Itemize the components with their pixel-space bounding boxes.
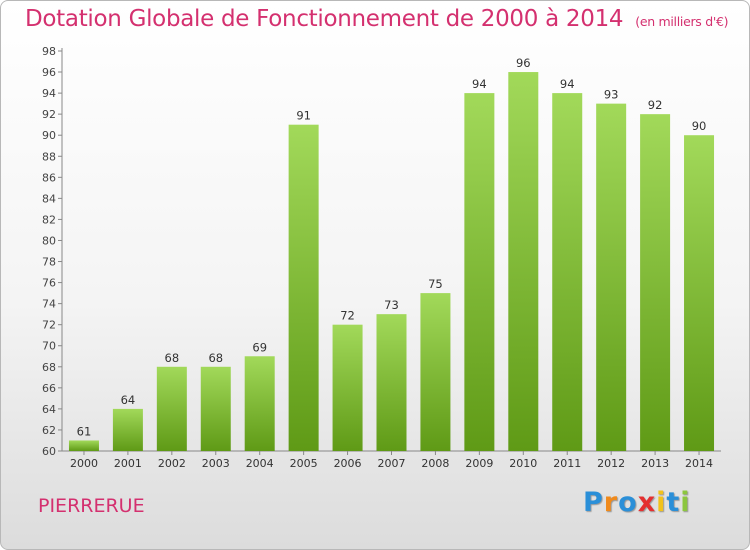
commune-name: PIERRERUE — [38, 495, 145, 517]
y-tick-label: 94 — [42, 87, 56, 100]
bar-value-label: 91 — [296, 109, 311, 123]
y-tick-label: 70 — [42, 340, 56, 353]
logo-letter: i — [680, 487, 691, 518]
y-tick-label: 60 — [42, 445, 56, 458]
x-tick-label: 2010 — [509, 457, 537, 470]
bar — [508, 72, 539, 451]
y-tick-label: 78 — [42, 256, 56, 269]
bar-value-label: 72 — [340, 309, 355, 323]
y-tick-label: 64 — [42, 403, 56, 416]
x-tick-label: 2007 — [378, 457, 406, 470]
bar — [464, 93, 495, 452]
y-tick-label: 88 — [42, 150, 56, 163]
bar — [244, 356, 275, 451]
logo-letter: r — [603, 487, 619, 518]
chart-bars: 61 64 68 68 69 91 72 73 75 94 96 94 93 92 90 — [68, 56, 715, 452]
x-tick-label: 2012 — [597, 457, 625, 470]
y-tick-label: 96 — [42, 66, 56, 79]
logo-letter: t — [666, 487, 681, 518]
x-tick-label: 2005 — [290, 457, 318, 470]
bar-value-label: 90 — [692, 119, 707, 133]
bar-value-label: 69 — [252, 340, 267, 354]
bar-value-label: 94 — [560, 77, 575, 91]
bar — [376, 314, 407, 451]
x-tick-label: 2011 — [553, 457, 581, 470]
x-tick-label: 2013 — [641, 457, 669, 470]
y-tick-label: 82 — [42, 213, 56, 226]
bar-value-label: 92 — [648, 98, 663, 112]
x-tick-label: 2003 — [202, 457, 230, 470]
y-tick-label: 72 — [42, 319, 56, 332]
bar — [420, 293, 451, 451]
bar-value-label: 73 — [384, 298, 399, 312]
y-tick-label: 68 — [42, 361, 56, 374]
bar-value-label: 96 — [516, 56, 531, 70]
bar — [332, 324, 363, 451]
y-tick-label: 92 — [42, 108, 56, 121]
y-tick-label: 62 — [42, 424, 56, 437]
y-tick-label: 74 — [42, 298, 56, 311]
bar — [552, 93, 583, 452]
x-tick-label: 2002 — [158, 457, 186, 470]
bar — [684, 135, 715, 452]
bar — [288, 124, 319, 452]
logo-letter: i — [656, 487, 667, 518]
chart-axes: 60 62 64 66 68 70 72 74 76 78 80 82 84 86 88 90 92 94 96 98… — [42, 45, 721, 470]
bar — [68, 440, 99, 451]
bar-value-label: 64 — [121, 393, 136, 407]
bar-value-label: 68 — [208, 351, 223, 365]
bar — [112, 408, 143, 451]
y-tick-label: 98 — [42, 45, 56, 58]
x-tick-label: 2009 — [465, 457, 493, 470]
bar-value-label: 68 — [165, 351, 180, 365]
bar-value-label: 75 — [428, 277, 443, 291]
bar — [200, 366, 231, 451]
bar-value-label: 61 — [77, 424, 92, 438]
proxiti-logo: Proxiti — [583, 487, 691, 518]
chart-title: Dotation Globale de Fonctionnement de 20… — [25, 6, 729, 32]
chart-subtitle: (en milliers d'€) — [635, 14, 729, 29]
y-tick-label: 90 — [42, 129, 56, 142]
bar-value-label: 93 — [604, 88, 619, 102]
y-tick-label: 84 — [42, 192, 56, 205]
bar — [640, 114, 671, 451]
x-tick-label: 2000 — [70, 457, 98, 470]
x-tick-label: 2004 — [246, 457, 274, 470]
bar — [156, 366, 187, 451]
logo-letter: x — [637, 487, 657, 518]
y-tick-label: 66 — [42, 382, 56, 395]
x-tick-label: 2001 — [114, 457, 142, 470]
bar-chart: 60 62 64 66 68 70 72 74 76 78 80 82 84 86 88 90 92 94 96 98… — [42, 45, 721, 470]
logo-letter: P — [583, 487, 604, 518]
y-tick-label: 86 — [42, 171, 56, 184]
x-tick-label: 2008 — [421, 457, 449, 470]
x-tick-label: 2014 — [685, 457, 713, 470]
logo-letter: o — [618, 487, 638, 518]
y-tick-label: 76 — [42, 277, 56, 290]
bar-value-label: 94 — [472, 77, 487, 91]
y-tick-label: 80 — [42, 234, 56, 247]
x-tick-label: 2006 — [334, 457, 362, 470]
bar — [596, 103, 627, 451]
chart-title-text: Dotation Globale de Fonctionnement de 20… — [25, 6, 624, 32]
